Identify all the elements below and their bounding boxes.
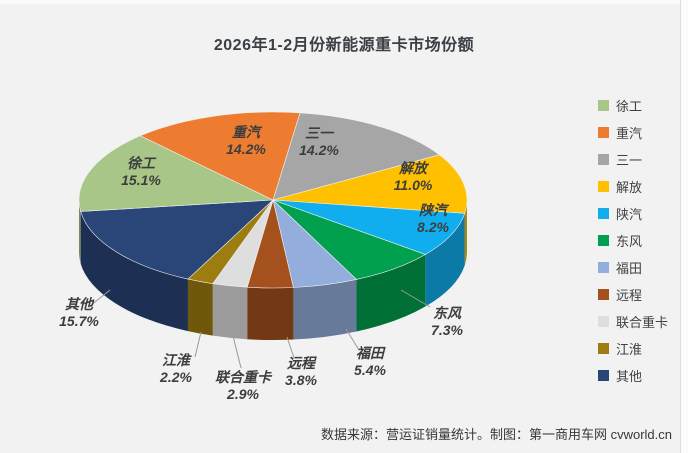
slice-label-percent: 14.2% <box>299 142 339 158</box>
panel-right-edge <box>680 0 688 453</box>
legend-label: 福田 <box>616 261 643 276</box>
slice-label-name: 解放 <box>398 160 430 176</box>
pie-slice-top <box>80 199 274 280</box>
slice-label-percent: 15.1% <box>121 172 161 188</box>
slice-label-name: 三一 <box>305 125 335 141</box>
pie-slice-side <box>212 283 248 340</box>
legend-swatch <box>598 127 609 138</box>
slice-label-name: 陕汽 <box>419 202 450 218</box>
label-leader-line <box>286 336 295 359</box>
label-leader-line <box>89 289 111 307</box>
legend-swatch <box>598 370 609 381</box>
slice-label-percent: 11.0% <box>394 177 433 193</box>
legend-item: 联合重卡 <box>598 308 668 335</box>
legend-swatch <box>598 235 609 246</box>
slice-label-name: 福田 <box>356 345 386 361</box>
legend-swatch <box>598 100 609 111</box>
slice-label-name: 远程 <box>287 355 317 371</box>
legend-label: 其他 <box>616 369 643 384</box>
pie-slice-side <box>356 254 426 332</box>
pie-slice-side <box>80 211 188 332</box>
chart-title: 2026年1-2月份新能源重卡市场份额 <box>213 37 475 54</box>
slice-label-percent: 7.3% <box>431 322 463 338</box>
legend-swatch <box>598 262 609 273</box>
legend-swatch <box>598 154 609 165</box>
legend-swatch <box>598 343 609 354</box>
legend-label: 陕汽 <box>616 207 643 222</box>
label-leader-line <box>400 289 431 308</box>
slice-label-percent: 2.9% <box>226 386 259 402</box>
legend-label: 重汽 <box>616 126 643 141</box>
pie-slice-side <box>425 213 465 307</box>
slice-label-percent: 3.8% <box>285 372 317 388</box>
pie-slice-top <box>139 111 301 201</box>
label-leader-line <box>232 335 242 369</box>
pie-slice-top <box>272 199 466 255</box>
legend-label: 江淮 <box>616 342 643 357</box>
legend-item: 福田 <box>598 254 668 281</box>
source-note: 数据来源：营运证销量统计。制图：第一商用车网 cvworld.cn <box>320 427 672 442</box>
legend-label: 徐工 <box>616 99 643 114</box>
legend-item: 徐工 <box>598 92 668 119</box>
pie-slice-side <box>187 279 213 336</box>
legend-label: 解放 <box>616 180 643 195</box>
slice-label-name: 徐工 <box>127 155 157 171</box>
legend-item: 其他 <box>598 362 668 389</box>
slice-label-percent: 2.2% <box>159 369 192 385</box>
label-leader-line <box>194 331 202 358</box>
pie-slice-side <box>464 200 467 266</box>
legend: 徐工重汽三一解放陕汽东风福田远程联合重卡江淮其他 <box>598 92 668 389</box>
legend-swatch <box>598 289 609 300</box>
pie-slice-top <box>272 112 441 201</box>
slice-label-name: 重汽 <box>232 124 263 140</box>
legend-swatch <box>598 316 609 327</box>
legend-label: 东风 <box>616 234 643 249</box>
label-leader-line <box>345 328 360 351</box>
slice-label-name: 其他 <box>65 296 95 312</box>
slice-label-percent: 5.4% <box>354 362 386 378</box>
legend-item: 江淮 <box>598 335 668 362</box>
pie-slice-side <box>247 287 294 340</box>
pie-slice-top <box>272 154 468 214</box>
pie-slice-side <box>79 200 81 264</box>
legend-item: 三一 <box>598 146 668 173</box>
slice-label-percent: 8.2% <box>417 219 449 235</box>
panel-top-edge <box>0 0 688 4</box>
slice-label-name: 江淮 <box>162 352 192 368</box>
pie-slice-top <box>78 135 275 212</box>
slice-label-percent: 15.7% <box>59 313 99 329</box>
legend-item: 远程 <box>598 281 668 308</box>
legend-item: 东风 <box>598 227 668 254</box>
legend-label: 远程 <box>616 288 643 303</box>
legend-item: 重汽 <box>598 119 668 146</box>
slice-label-name: 东风 <box>433 305 462 321</box>
legend-item: 解放 <box>598 173 668 200</box>
legend-swatch <box>598 181 609 192</box>
legend-label: 联合重卡 <box>616 315 669 330</box>
slice-label-name: 联合重卡 <box>215 369 273 385</box>
legend-swatch <box>598 208 609 219</box>
slice-label-percent: 14.2% <box>226 141 266 157</box>
pie-slice-side <box>293 279 357 340</box>
legend-item: 陕汽 <box>598 200 668 227</box>
legend-label: 三一 <box>616 153 643 168</box>
